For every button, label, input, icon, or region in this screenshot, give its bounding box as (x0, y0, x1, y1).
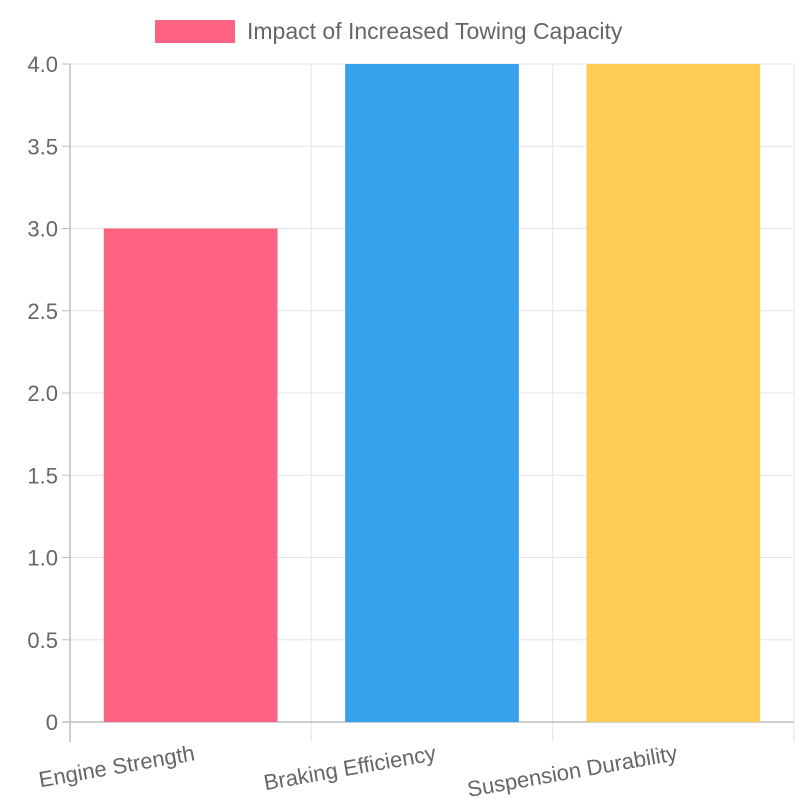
y-tick-label: 1.5 (27, 463, 58, 488)
y-axis-tick-labels: 0 0.5 1.0 1.5 2.0 2.5 3.0 3.5 4.0 (27, 52, 58, 735)
y-tick-label: 3.0 (27, 217, 58, 242)
bars (103, 64, 761, 723)
x-tick-label: Braking Efficiency (262, 740, 438, 795)
y-tick-label: 4.0 (27, 52, 58, 77)
bar-engine-strength[interactable] (103, 228, 278, 723)
x-tick-label: Engine Strength (37, 740, 197, 792)
y-tick-label: 1.0 (27, 546, 58, 571)
bar-braking-efficiency[interactable] (345, 64, 519, 722)
x-axis-tick-labels: Engine Strength Braking Efficiency Suspens… (37, 740, 679, 802)
legend[interactable]: Impact of Increased Towing Capacity (155, 18, 623, 44)
y-tick-label: 0 (46, 710, 58, 735)
y-tick-label: 0.5 (27, 628, 58, 653)
bar-suspension-durability[interactable] (586, 64, 761, 722)
y-tick-label: 3.5 (27, 134, 58, 159)
x-tick-label: Suspension Durability (465, 740, 679, 800)
y-tick-label: 2.5 (27, 299, 58, 324)
y-tick-label: 2.0 (27, 381, 58, 406)
legend-swatch (155, 20, 235, 43)
legend-label: Impact of Increased Towing Capacity (247, 18, 623, 44)
